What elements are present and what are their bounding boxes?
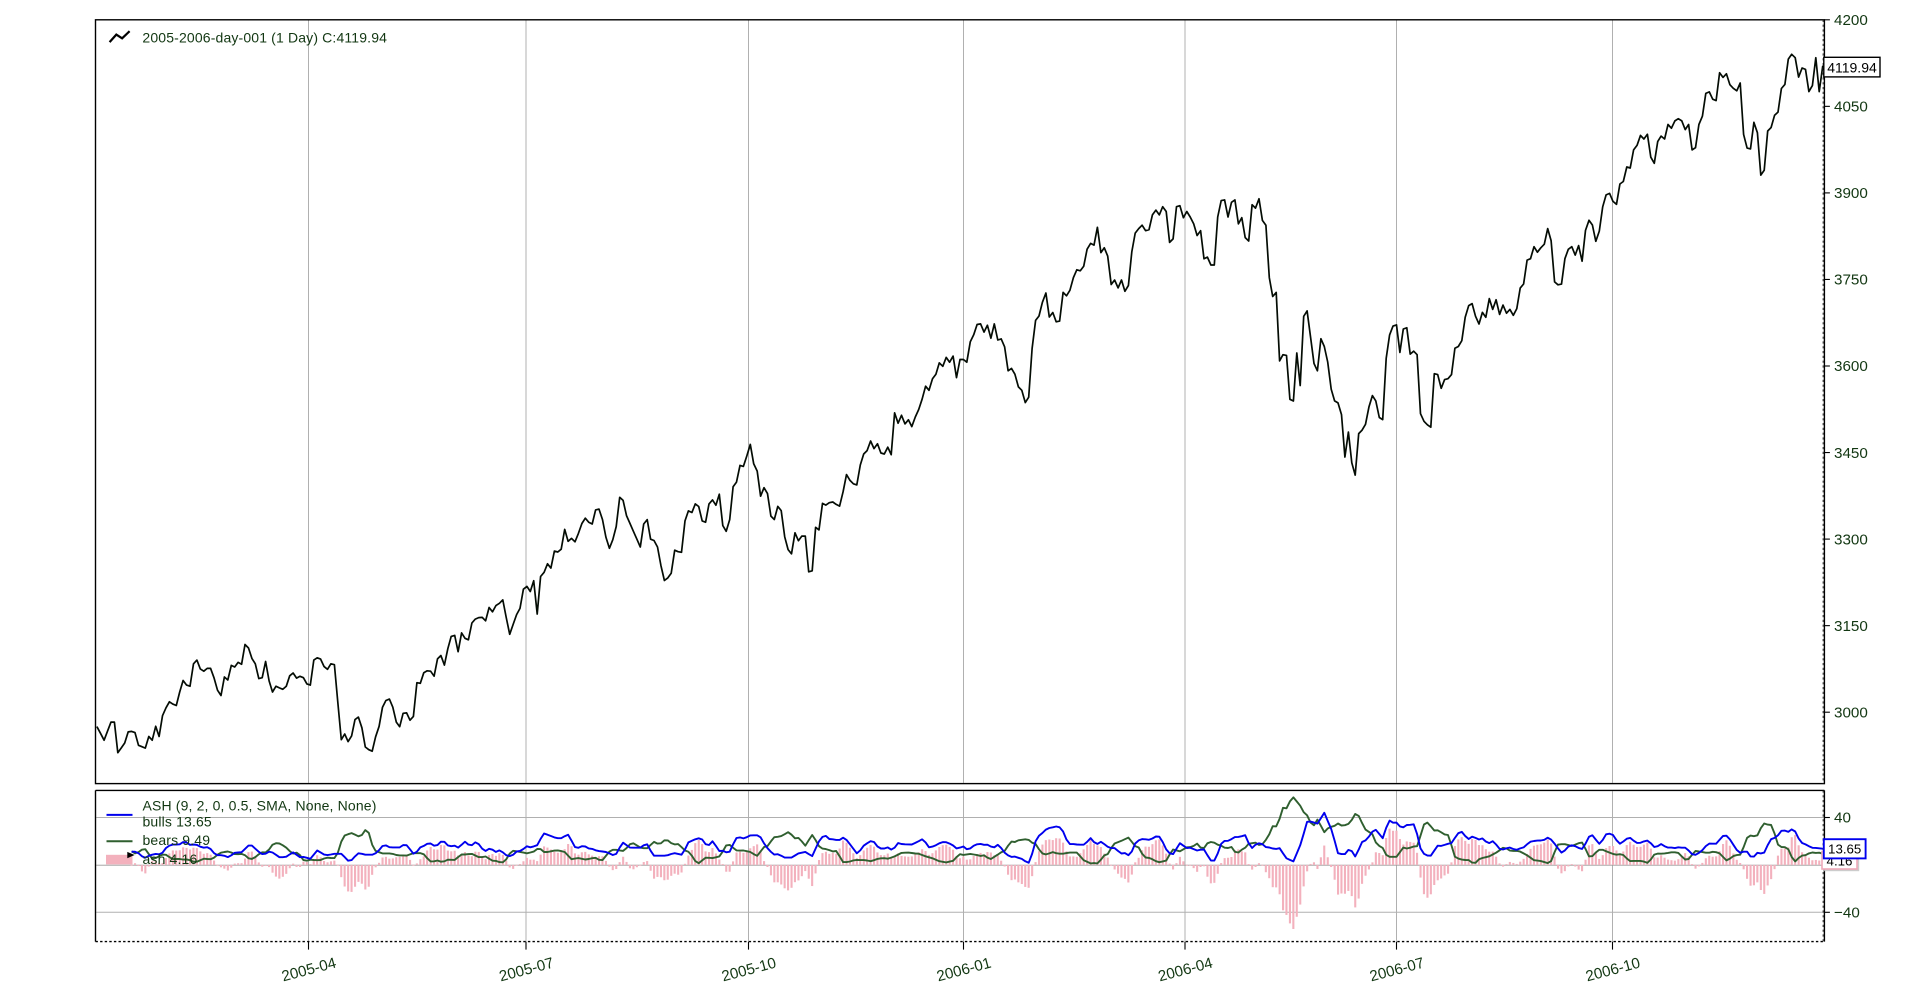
svg-text:3150: 3150 (1834, 618, 1868, 635)
svg-text:3750: 3750 (1834, 272, 1868, 289)
svg-text:3450: 3450 (1834, 445, 1868, 462)
svg-text:ash 4.16: ash 4.16 (143, 851, 198, 867)
svg-text:13.65: 13.65 (1828, 842, 1861, 857)
svg-text:4200: 4200 (1834, 12, 1868, 29)
svg-text:−40: −40 (1834, 905, 1860, 922)
svg-text:bulls 13.65: bulls 13.65 (143, 813, 212, 829)
svg-text:4050: 4050 (1834, 99, 1868, 116)
svg-text:4119.94: 4119.94 (1827, 59, 1877, 75)
svg-text:3900: 3900 (1834, 185, 1868, 202)
svg-text:3600: 3600 (1834, 358, 1868, 375)
svg-text:bears 9.49: bears 9.49 (143, 832, 211, 848)
svg-text:ASH (9, 2, 0, 0.5, SMA, None,: ASH (9, 2, 0, 0.5, SMA, None, None) (143, 798, 377, 814)
svg-text:40: 40 (1834, 810, 1851, 827)
svg-text:3000: 3000 (1834, 704, 1868, 721)
svg-text:2005-2006-day-001 (1 Day) C:41: 2005-2006-day-001 (1 Day) C:4119.94 (142, 29, 387, 45)
svg-text:3300: 3300 (1834, 531, 1868, 548)
